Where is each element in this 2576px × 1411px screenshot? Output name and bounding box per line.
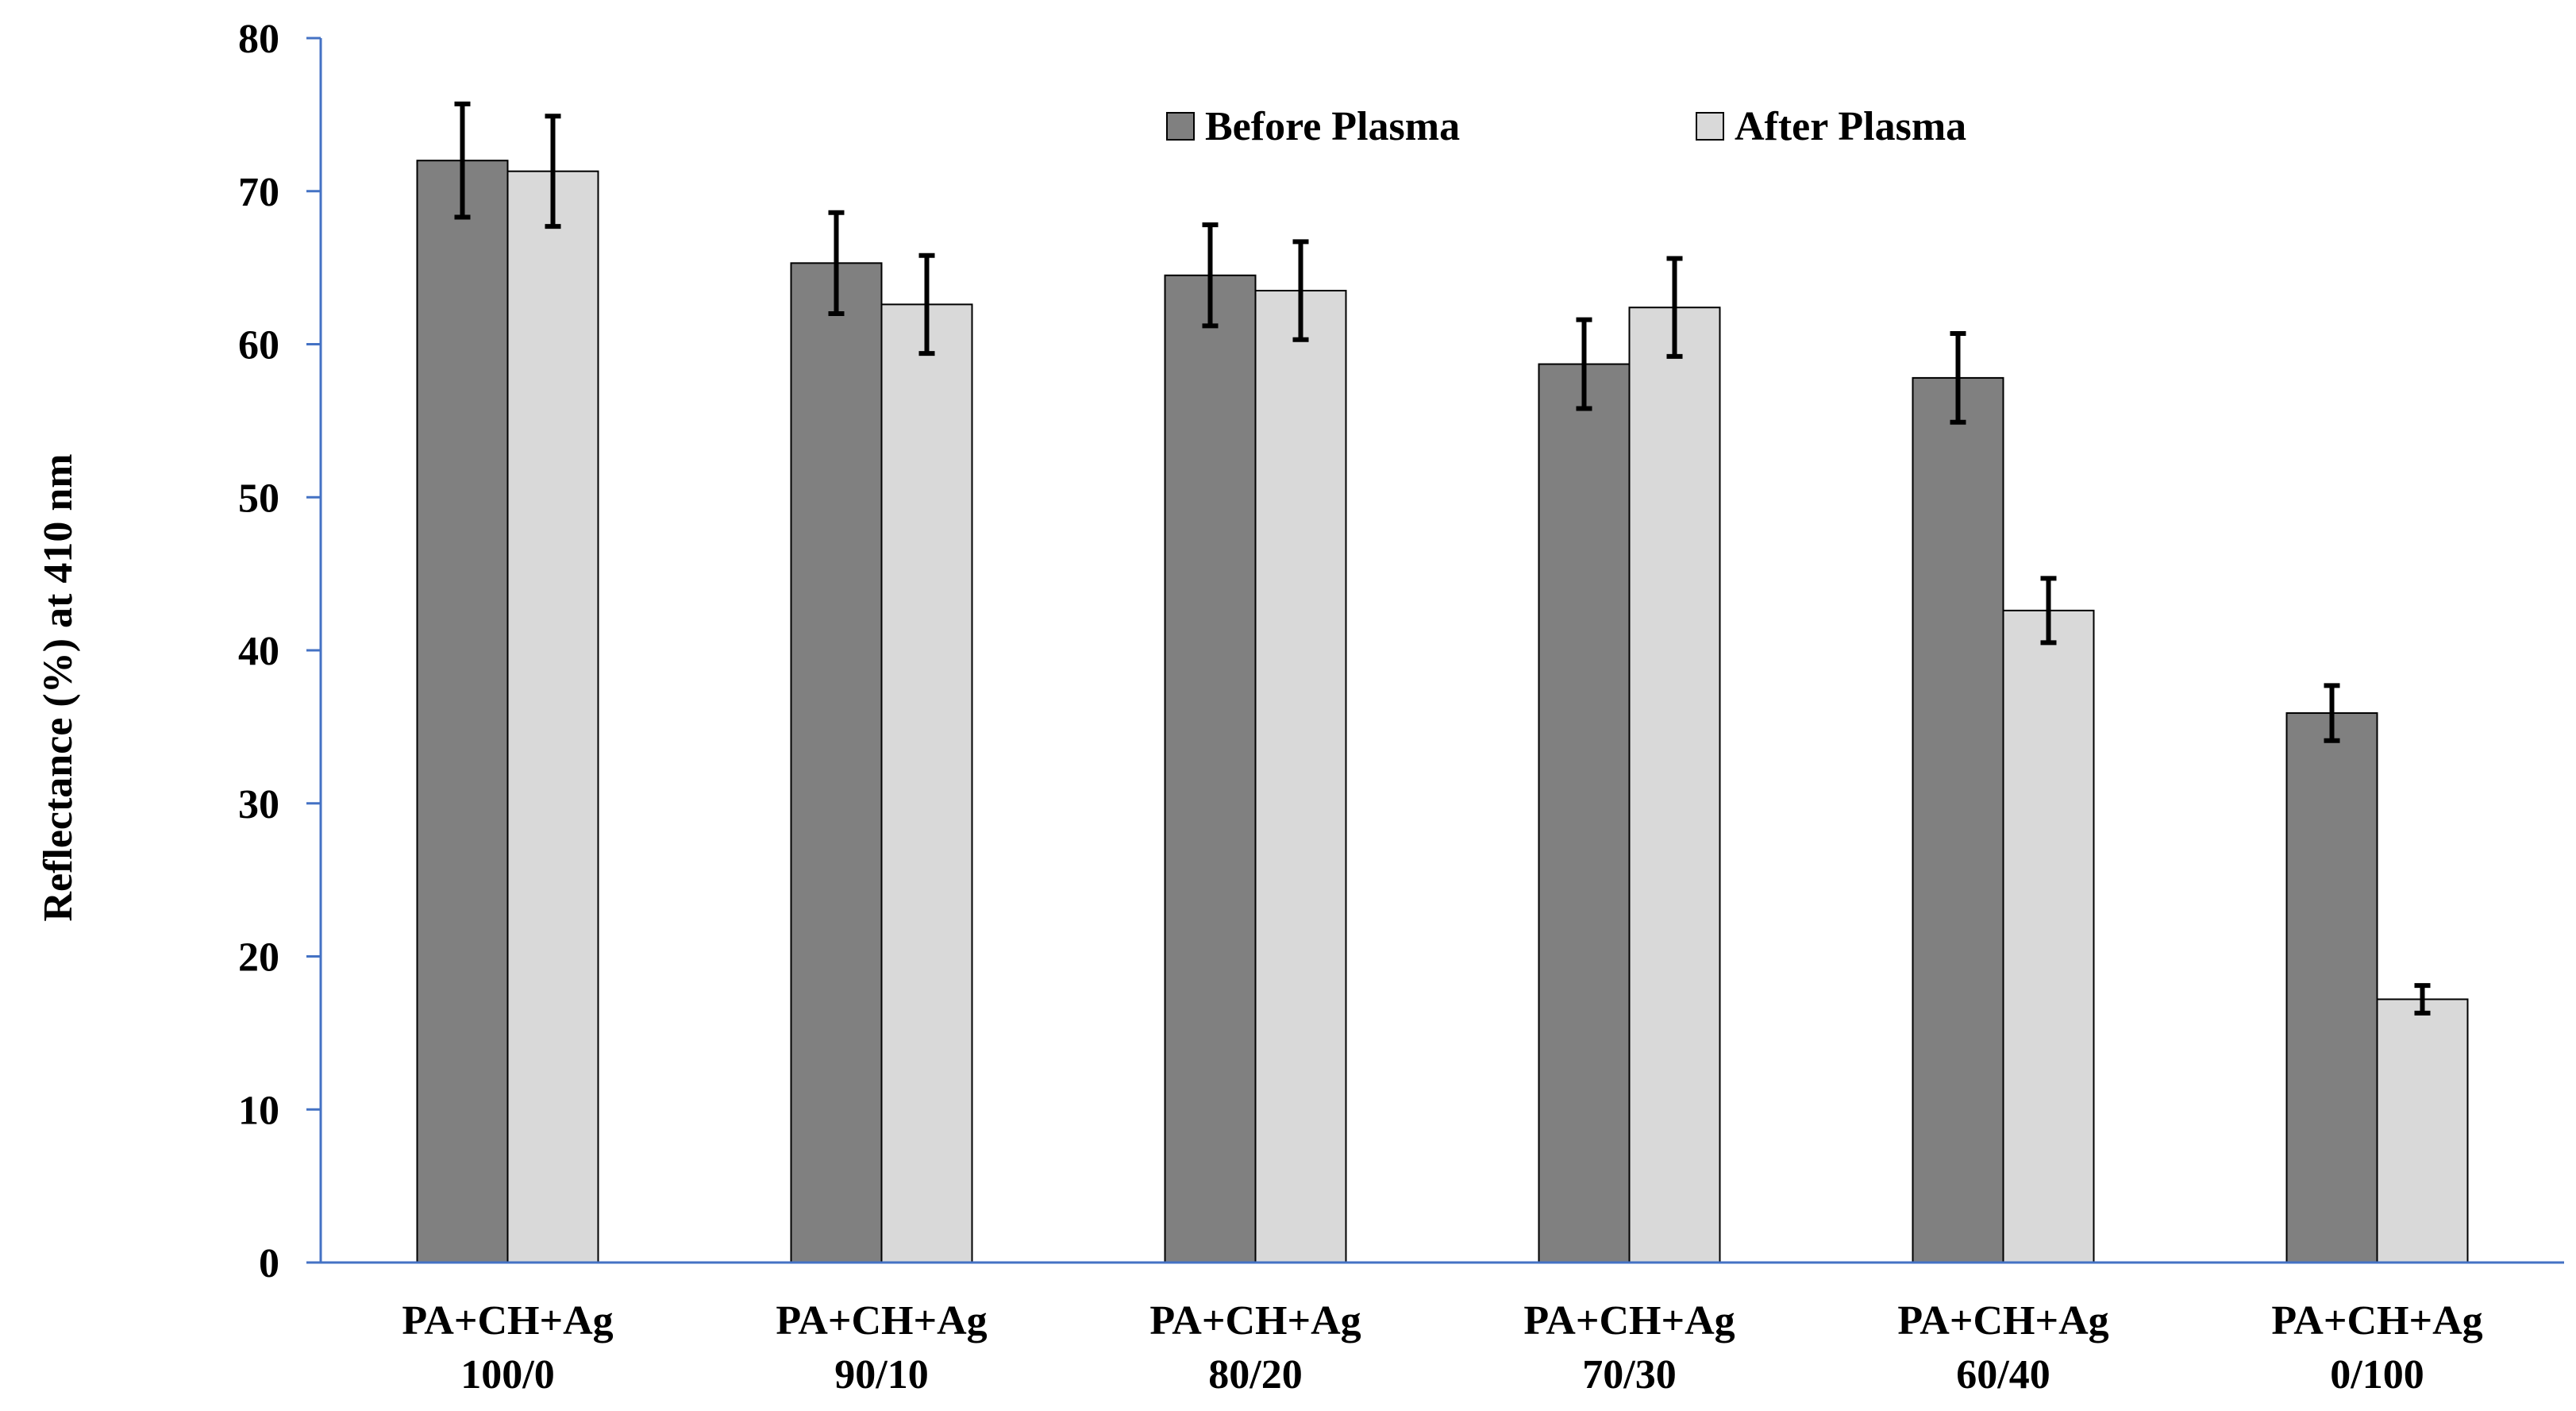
- category-label-4-line-1: PA+CH+Ag: [1523, 1298, 1735, 1344]
- bar-before-4: [1538, 363, 1631, 1263]
- bar-after-6: [2376, 998, 2469, 1263]
- error-bar-after-2: [918, 253, 935, 357]
- legend-swatch: [1166, 112, 1195, 141]
- bar-before-1: [416, 160, 509, 1264]
- error-bar-before-2: [828, 210, 845, 316]
- y-ticks: 0 10 20 30 40 50 60 70 80: [238, 17, 321, 1286]
- y-tick-label-0: 0: [259, 1241, 279, 1286]
- bar-before-2: [790, 262, 883, 1263]
- legend-swatch: [1696, 112, 1724, 141]
- y-axis-title: Reflectance (%) at 410 nm: [36, 453, 81, 921]
- legend-item-after-plasma: After Plasma: [1696, 104, 1966, 149]
- y-tick-label-30: 30: [238, 782, 279, 827]
- bar-before-6: [2285, 712, 2378, 1263]
- error-bar-before-6: [2324, 683, 2340, 743]
- legend-label: Before Plasma: [1205, 104, 1460, 149]
- y-tick-label-60: 60: [238, 323, 279, 368]
- error-bar-after-4: [1666, 256, 1683, 359]
- error-bar-before-5: [1950, 331, 1966, 425]
- category-label-5-line-1: PA+CH+Ag: [1897, 1298, 2108, 1344]
- y-tick-label-50: 50: [238, 476, 279, 521]
- bar-after-1: [506, 170, 599, 1263]
- error-bar-after-1: [545, 114, 561, 229]
- y-tick-label-70: 70: [238, 170, 279, 215]
- category-labels: PA+CH+Ag 100/0 PA+CH+Ag 90/10 PA+CH+Ag 80/20 P…: [402, 1298, 2482, 1398]
- category-label-4-line-2: 70/30: [1582, 1352, 1676, 1398]
- bar-after-5: [2002, 609, 2095, 1263]
- y-tick-label-40: 40: [238, 629, 279, 674]
- legend-label: After Plasma: [1735, 104, 1966, 149]
- category-label-6-line-2: 0/100: [2330, 1352, 2424, 1398]
- bar-after-4: [1628, 306, 1721, 1263]
- category-label-6-line-1: PA+CH+Ag: [2271, 1298, 2482, 1344]
- y-tick-label-20: 20: [238, 935, 279, 981]
- error-bar-before-4: [1576, 317, 1592, 411]
- error-bar-after-6: [2414, 983, 2431, 1016]
- category-label-3-line-2: 80/20: [1208, 1352, 1302, 1398]
- error-bar-after-5: [2040, 576, 2057, 646]
- category-label-5-line-2: 60/40: [1956, 1352, 2050, 1398]
- error-bars: [454, 101, 2431, 1016]
- error-bar-before-3: [1202, 222, 1219, 329]
- category-label-1-line-2: 100/0: [460, 1352, 554, 1398]
- bars: [416, 160, 2469, 1264]
- error-bar-after-3: [1292, 239, 1309, 342]
- bar-before-3: [1164, 274, 1257, 1264]
- bar-before-5: [1912, 376, 2004, 1263]
- category-label-2-line-1: PA+CH+Ag: [776, 1298, 987, 1344]
- bar-after-2: [880, 303, 973, 1263]
- category-label-2-line-2: 90/10: [834, 1352, 928, 1398]
- legend: Before Plasma After Plasma: [1166, 104, 1966, 149]
- axes: [319, 38, 2564, 1264]
- category-label-1-line-1: PA+CH+Ag: [402, 1298, 613, 1344]
- legend-item-before-plasma: Before Plasma: [1166, 104, 1460, 149]
- y-tick-label-80: 80: [238, 17, 279, 62]
- error-bar-before-1: [454, 101, 471, 220]
- bar-after-3: [1254, 290, 1347, 1264]
- y-axis-title-group: Reflectance (%) at 410 nm: [36, 453, 81, 921]
- y-tick-label-10: 10: [238, 1088, 279, 1133]
- category-label-3-line-1: PA+CH+Ag: [1149, 1298, 1361, 1344]
